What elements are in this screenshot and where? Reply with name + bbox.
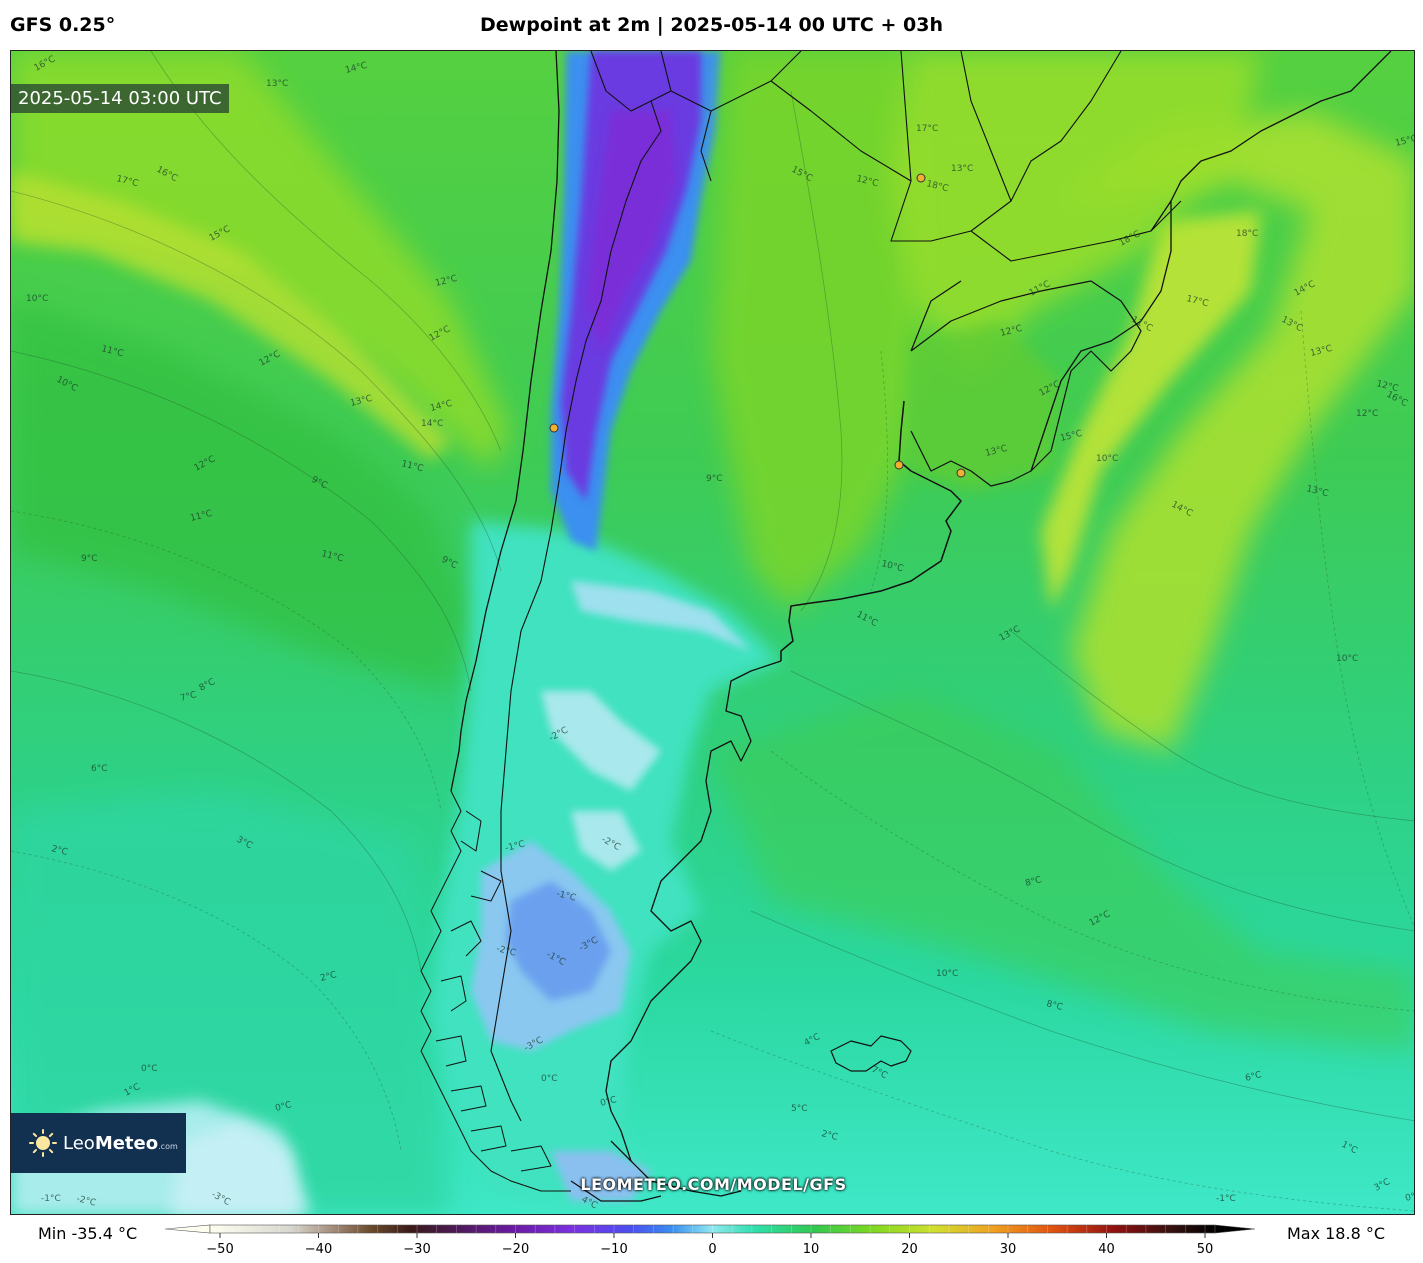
- contour-label: 18°C: [1236, 229, 1258, 239]
- uruguay-borders: [910, 280, 1142, 487]
- contour-label: 0°C: [274, 1100, 292, 1114]
- logo-text-b: Meteo: [94, 1132, 159, 1154]
- contour-label: 2°C: [820, 1129, 838, 1143]
- tierra-del-fuego-cold: [551, 1151, 651, 1201]
- map-panel[interactable]: 16°C 14°C 13°C 17°C 16°C 15°C 12°C 10°C 11°C 10°C…: [10, 50, 1415, 1215]
- dewpoint-map: 16°C 14°C13°C17°C 16°C15°C12°C10°C11°C10°C…: [11, 51, 1415, 1214]
- falkland-islands: [830, 1035, 912, 1072]
- contour-label: 0°C: [599, 1095, 617, 1109]
- colorbar: −50 −40 −30 −20 −10 0 10 20 30 40 50: [165, 1224, 1256, 1257]
- pacific-warm-band: [11, 51, 511, 471]
- atlantic-yellow-core: [1041, 211, 1261, 611]
- colorbar-tick-label: 30: [1000, 1242, 1017, 1257]
- colorbar-left-arrow: [165, 1224, 211, 1234]
- chile-fjords: [420, 790, 571, 1192]
- coastlines: [420, 51, 1392, 1202]
- contour-label: 10°C: [936, 969, 958, 979]
- contour-label: 0°C: [1404, 1190, 1415, 1204]
- colorbar-minor-ticks: [219, 1225, 1206, 1233]
- colorbar-ticks: −50 −40 −30 −20 −10 0 10 20 30 40 50: [206, 1233, 1213, 1257]
- colorbar-max-label: Max 18.8 °C: [1286, 1224, 1385, 1243]
- contour-label: -2°C: [495, 944, 517, 958]
- dewpoint-field: [11, 51, 1414, 1214]
- valid-time-badge: 2025-05-14 03:00 UTC: [11, 84, 229, 113]
- watermark: LEOMETEO.COM/MODEL/GFS: [580, 1175, 847, 1194]
- pacific-cold-patch-2: [171, 1121, 301, 1214]
- sun-icon: [29, 1129, 57, 1157]
- contour-label: 2°C: [50, 844, 68, 858]
- contour-label: 14°C: [421, 419, 443, 429]
- patagonia-coast: [605, 660, 782, 1162]
- colorbar-tick-label: 0: [708, 1242, 716, 1257]
- argentina-interior-warm: [711, 51, 931, 611]
- contour-label: 8°C: [1024, 875, 1042, 889]
- chile-coast: [450, 51, 560, 792]
- colorbar-tick-label: 40: [1098, 1242, 1115, 1257]
- pacific-yellow-streak: [11, 171, 451, 461]
- pacific-cool-south: [11, 791, 451, 1214]
- patagonia-cold-2: [571, 581, 751, 651]
- andes-border: [490, 51, 662, 1122]
- contour-label: 6°C: [1244, 1070, 1262, 1084]
- brazil-coast: [1030, 51, 1392, 472]
- contour-label: 13°C: [951, 164, 973, 174]
- contour-label: -1°C: [504, 839, 526, 853]
- contour-label: 10°C: [1096, 454, 1118, 464]
- colorbar-right-arrow: [1214, 1224, 1256, 1234]
- contour-label: 8°C: [1045, 999, 1063, 1013]
- contour-label: 7°C: [179, 690, 197, 704]
- contour-label: 12°C: [1356, 409, 1378, 419]
- rio-de-la-plata: [780, 400, 962, 661]
- contour-label: 0°C: [141, 1064, 158, 1074]
- contour-label: -1°C: [41, 1194, 61, 1204]
- contour-label: -2°C: [75, 1194, 97, 1208]
- patagonia-cold-4: [506, 881, 611, 1001]
- contour-label: 10°C: [26, 294, 48, 304]
- contour-label: 0°C: [541, 1074, 558, 1084]
- logo-text-a: Leo: [63, 1132, 95, 1154]
- colorbar-tick-label: −40: [305, 1242, 332, 1257]
- contour-label: -1°C: [1216, 1194, 1236, 1204]
- colorbar-tick-label: −50: [206, 1242, 233, 1257]
- city-marker-montevideo: [956, 468, 966, 478]
- uruguay-green: [911, 321, 1061, 491]
- contour-label: -1°C: [555, 889, 577, 903]
- atlantic-warm-tongue: [1061, 111, 1414, 751]
- colorbar-tick-label: −30: [403, 1242, 430, 1257]
- model-label: GFS 0.25°: [10, 14, 116, 36]
- patagonia-cold-1: [541, 691, 661, 791]
- colorbar-min-label: Min -35.4 °C: [38, 1224, 138, 1243]
- contour-label: 9°C: [706, 474, 723, 484]
- contour-label: 17°C: [916, 124, 938, 134]
- city-marker-buenos-aires: [894, 460, 904, 470]
- north-borders: [650, 51, 1182, 262]
- tierra-del-fuego: [570, 1140, 742, 1202]
- contour-label: 13°C: [266, 79, 288, 89]
- atlantic-mid: [711, 691, 1414, 1051]
- colorbar-tick-label: 50: [1197, 1242, 1214, 1257]
- patagonia-cold-5: [571, 811, 641, 871]
- pacific-mid-green: [11, 301, 471, 691]
- city-markers: [549, 173, 966, 478]
- contour-label: 6°C: [91, 764, 108, 774]
- colorbar-tick-label: −10: [600, 1242, 627, 1257]
- colorbar-tick-label: 10: [803, 1242, 820, 1257]
- chart-title: Dewpoint at 2m | 2025-05-14 00 UTC + 03h: [480, 14, 943, 36]
- isodrosotherms: [11, 51, 1414, 1212]
- colorbar-tick-label: −20: [502, 1242, 529, 1257]
- andes-coldest: [586, 111, 676, 351]
- city-marker-santiago: [549, 423, 559, 433]
- contour-label: 9°C: [81, 554, 98, 564]
- logo-wordmark: LeoMeteo.com: [63, 1133, 178, 1154]
- logo-badge[interactable]: LeoMeteo.com: [11, 1113, 186, 1173]
- contour-label: 2°C: [319, 970, 337, 984]
- contour-label: 5°C: [791, 1104, 808, 1114]
- contour-label: 15°C: [1394, 134, 1415, 149]
- colorbar-tick-label: 20: [901, 1242, 918, 1257]
- contour-label: 10°C: [1336, 654, 1358, 664]
- logo-domain: .com: [158, 1141, 178, 1151]
- city-marker-asuncion: [916, 173, 926, 183]
